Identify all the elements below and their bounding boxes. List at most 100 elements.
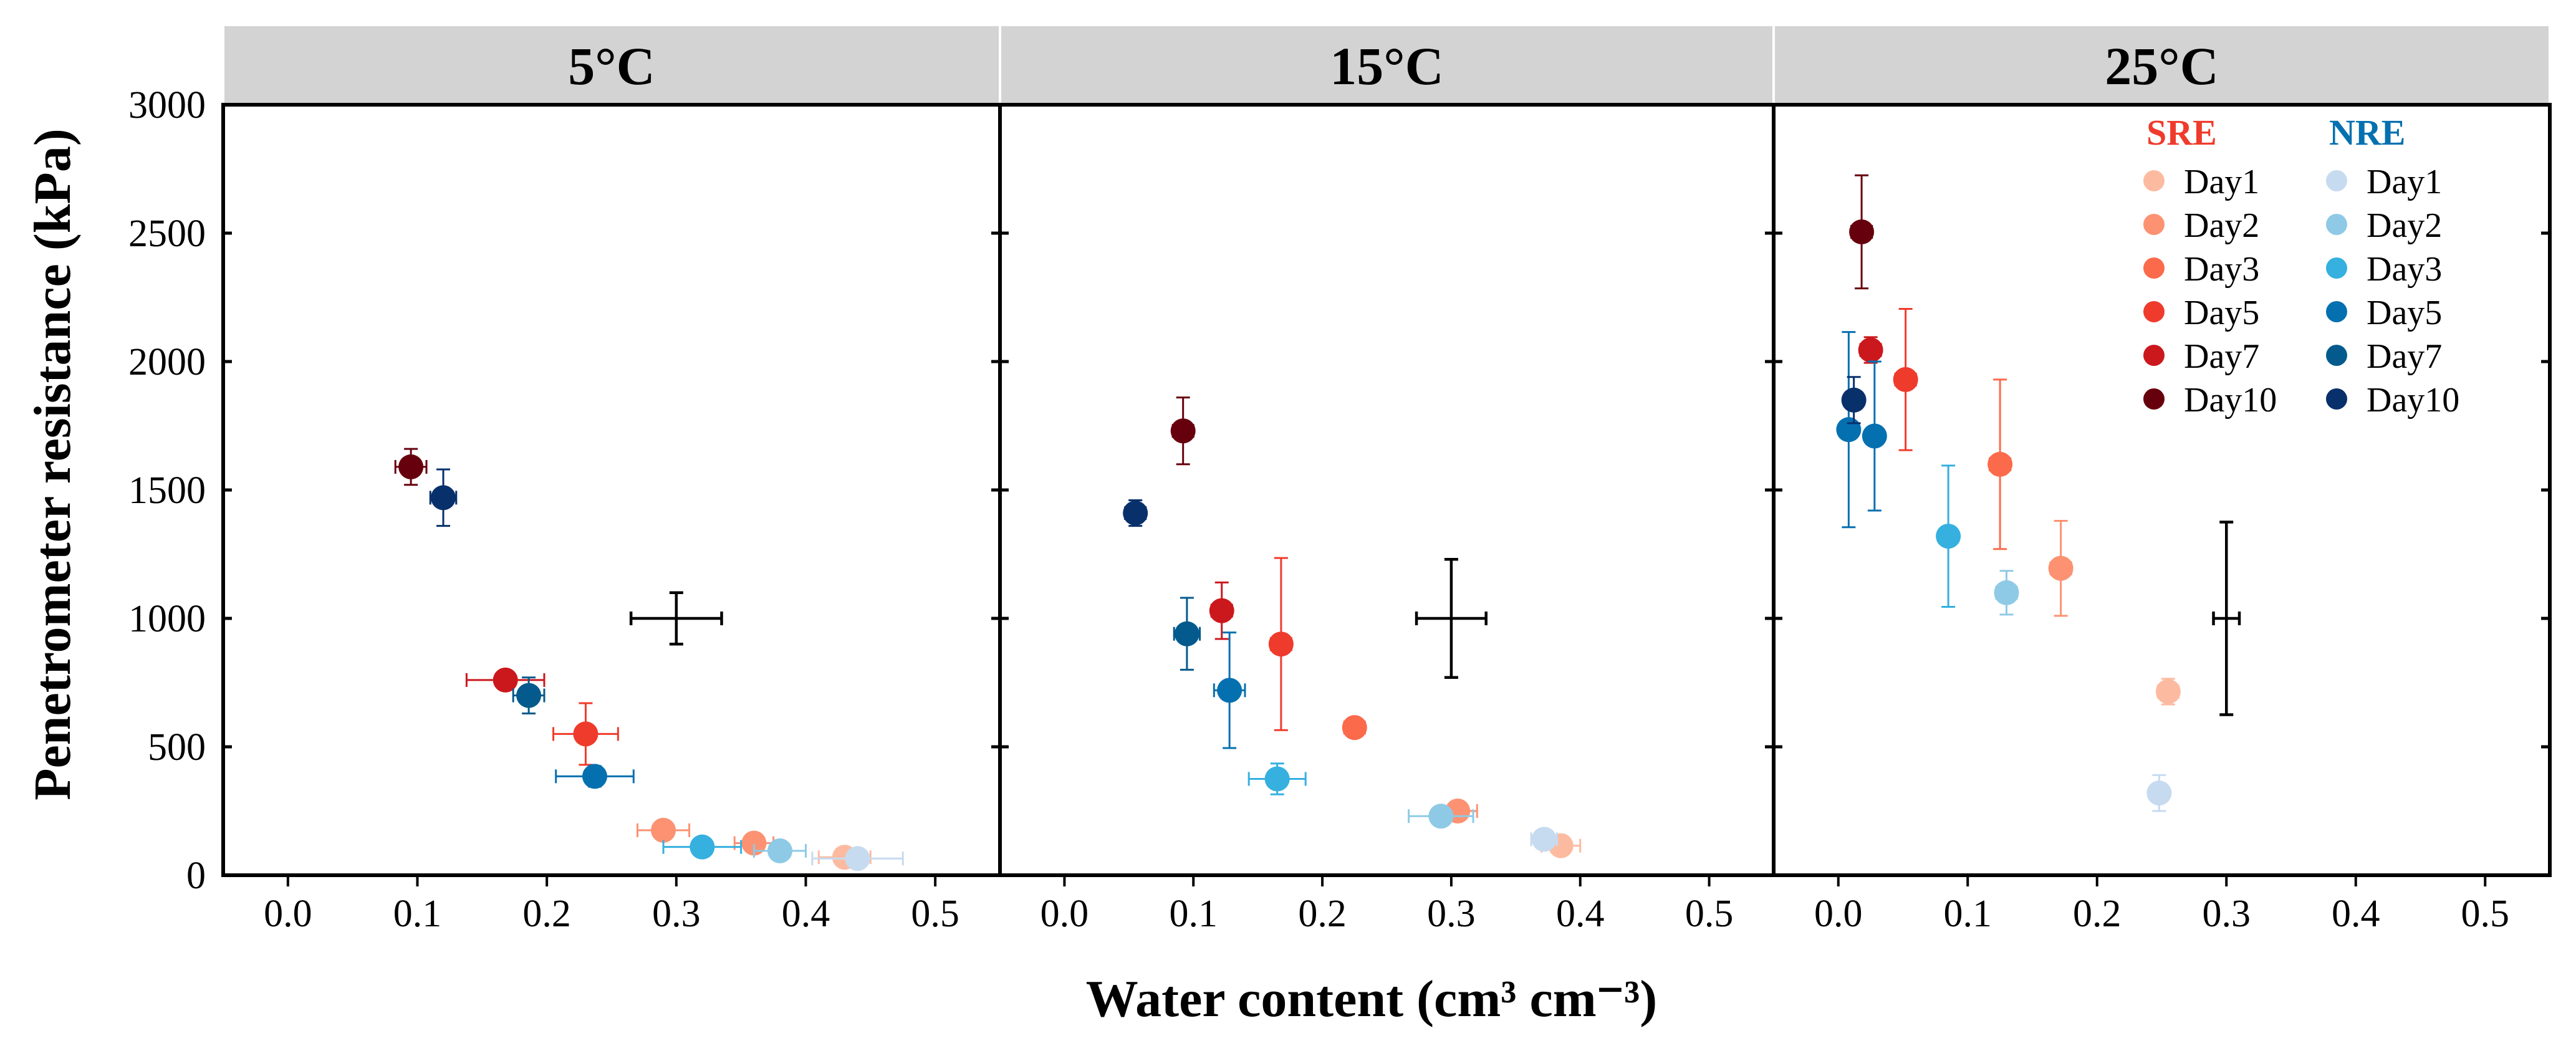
point-SRE-Day7 xyxy=(493,667,518,693)
point-NRE-Day1 xyxy=(845,846,870,871)
reference-error-cross xyxy=(629,591,723,646)
legend-title-SRE: SRE xyxy=(2146,112,2217,153)
y-tick-label: 3000 xyxy=(128,84,206,127)
point-SRE-Day10 xyxy=(1849,219,1875,244)
x-tick-label: 0.3 xyxy=(1427,893,1476,935)
legend-marker-NRE-Day7 xyxy=(2326,345,2347,366)
y-tick-label: 500 xyxy=(148,726,206,769)
reference-error-cross xyxy=(2212,521,2241,716)
panel-15°C: 15°C 0.0 0.1 0.2 0.3 0.4 0.5 xyxy=(998,24,1776,935)
reference-error-cross xyxy=(1415,557,1488,679)
point-SRE-Day1 xyxy=(2155,679,2181,704)
x-tick-label: 0.1 xyxy=(393,893,442,935)
panel-25°C: 25°C 0.0 0.1 0.2 0.3 0.4 0.5 xyxy=(1772,24,2552,935)
point-SRE-Day2 xyxy=(2048,555,2074,581)
point-NRE-Day3 xyxy=(690,834,715,860)
legend-label-NRE-Day2: Day2 xyxy=(2367,206,2442,245)
point-SRE-Day5 xyxy=(573,721,598,747)
legend-marker-NRE-Day3 xyxy=(2326,257,2347,279)
point-SRE-Day3 xyxy=(1342,715,1367,741)
point-NRE-Day7 xyxy=(1174,621,1199,646)
point-NRE-Day10 xyxy=(431,485,456,511)
panel-frame xyxy=(221,103,1002,877)
strip-5°C xyxy=(222,24,1001,106)
x-tick-label: 0.1 xyxy=(1944,893,1992,935)
legend-marker-NRE-Day1 xyxy=(2326,170,2347,191)
point-SRE-Day2 xyxy=(651,817,676,843)
legend-marker-SRE-Day10 xyxy=(2143,388,2165,410)
legend-marker-SRE-Day3 xyxy=(2143,257,2165,279)
legend-label-NRE-Day10: Day10 xyxy=(2367,381,2459,420)
point-NRE-Day5b xyxy=(1862,423,1887,449)
legend-marker-SRE-Day7 xyxy=(2143,345,2165,366)
legend-label-SRE-Day10: Day10 xyxy=(2184,381,2277,420)
x-tick-label: 0.0 xyxy=(264,893,312,935)
legend-label-SRE-Day1: Day1 xyxy=(2184,163,2259,201)
facet-panels: 5°C 0 500 1000 1500 2000 2500 3000 0.0 0.1 0.2 0.3 0… xyxy=(128,24,2552,935)
x-tick-label: 0.3 xyxy=(652,893,701,935)
y-tick-label: 2000 xyxy=(128,341,206,383)
point-NRE-Day2 xyxy=(1428,804,1454,829)
point-NRE-Day10 xyxy=(1123,501,1148,526)
strip-label: 15°C xyxy=(1330,36,1444,96)
y-tick-label: 0 xyxy=(186,855,206,897)
legend-marker-NRE-Day10 xyxy=(2326,388,2347,410)
point-SRE-Day5 xyxy=(1268,631,1294,657)
x-tick-label: 0.5 xyxy=(1685,893,1734,935)
legend-label-SRE-Day2: Day2 xyxy=(2184,206,2259,245)
point-SRE-Day5 xyxy=(1893,367,1918,392)
y-tick-label: 1000 xyxy=(128,598,206,640)
legend-label-NRE-Day3: Day3 xyxy=(2367,250,2442,289)
x-tick-label: 0.4 xyxy=(782,893,830,935)
legend-label-SRE-Day3: Day3 xyxy=(2184,250,2259,289)
panel-frame xyxy=(1772,103,2552,877)
x-tick-label: 0.3 xyxy=(2203,893,2251,935)
point-SRE-Day10 xyxy=(1170,418,1196,444)
point-SRE-Day2b xyxy=(741,830,767,856)
legend-label-NRE-Day5: Day5 xyxy=(2367,294,2442,332)
point-SRE-Day10 xyxy=(398,454,424,479)
point-NRE-Day1 xyxy=(1531,827,1557,852)
x-tick-label: 0.0 xyxy=(1814,893,1863,935)
strip-15°C xyxy=(999,24,1775,106)
point-SRE-Day7 xyxy=(1858,337,1883,363)
point-SRE-Day7 xyxy=(1209,598,1234,623)
legend-marker-SRE-Day5 xyxy=(2143,301,2165,322)
x-tick-label: 0.5 xyxy=(2461,893,2510,935)
x-tick-label: 0.2 xyxy=(522,893,571,935)
x-axis-title: Water content (cm³ cm⁻³) xyxy=(1086,970,1658,1028)
legend: SRE Day1 Day2 Day3 Day5 Day7 Day10 NRE Day1 Day2 D… xyxy=(2143,112,2459,420)
point-NRE-Day2 xyxy=(767,838,792,863)
x-tick-label: 0.4 xyxy=(2332,893,2380,935)
point-NRE-Day2 xyxy=(1994,580,2019,605)
point-NRE-Day5 xyxy=(582,764,608,789)
point-SRE-Day3 xyxy=(1987,451,2013,477)
point-NRE-Day3 xyxy=(1936,524,1961,549)
point-NRE-Day5 xyxy=(1217,678,1242,703)
legend-marker-SRE-Day2 xyxy=(2143,214,2165,235)
point-NRE-Day3 xyxy=(1264,766,1290,792)
x-tick-label: 0.0 xyxy=(1040,893,1089,935)
x-tick-label: 0.2 xyxy=(1298,893,1347,935)
y-axis-title: Penetrometer resistance (kPa) xyxy=(24,128,82,800)
strip-label: 25°C xyxy=(2105,36,2219,96)
legend-label-NRE-Day1: Day1 xyxy=(2367,163,2442,201)
legend-label-NRE-Day7: Day7 xyxy=(2367,337,2442,376)
point-NRE-Day5 xyxy=(1836,417,1862,443)
strip-label: 5°C xyxy=(568,36,655,96)
legend-marker-SRE-Day1 xyxy=(2143,170,2165,191)
panel-5°C: 5°C 0 500 1000 1500 2000 2500 3000 0.0 0.1 0.2 0.3 0… xyxy=(128,24,1002,935)
legend-marker-NRE-Day5 xyxy=(2326,301,2347,322)
legend-label-SRE-Day5: Day5 xyxy=(2184,294,2259,332)
y-tick-label: 2500 xyxy=(128,213,206,255)
legend-marker-NRE-Day2 xyxy=(2326,214,2347,235)
x-tick-label: 0.4 xyxy=(1556,893,1605,935)
point-NRE-Day1 xyxy=(2146,780,2172,806)
x-tick-label: 0.1 xyxy=(1170,893,1218,935)
legend-title-NRE: NRE xyxy=(2329,112,2405,153)
point-NRE-Day7 xyxy=(516,683,542,708)
point-NRE-Day10 xyxy=(1841,387,1867,413)
legend-label-SRE-Day7: Day7 xyxy=(2184,337,2259,376)
panel-frame xyxy=(998,103,1776,877)
